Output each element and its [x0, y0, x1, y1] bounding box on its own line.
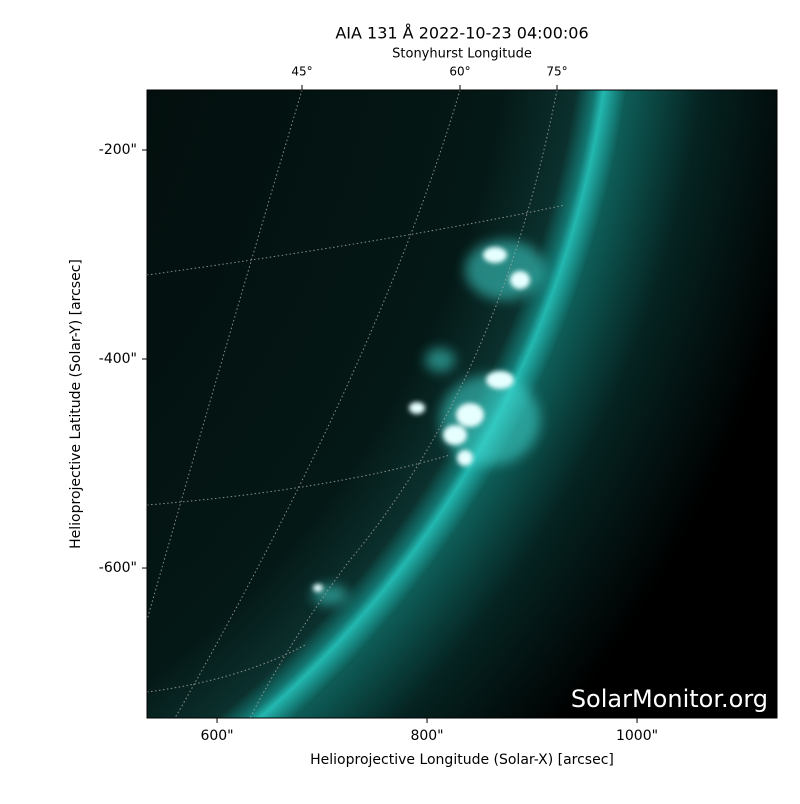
y-tick-label: -200": [99, 142, 137, 158]
plot-frame: [146, 89, 778, 719]
x-tick-label: 1000": [616, 728, 658, 744]
y-tick-label: -600": [99, 560, 137, 576]
x-tick-label: 600": [200, 728, 233, 744]
y-axis-label: Helioprojective Latitude (Solar-Y) [arcs…: [68, 259, 84, 549]
top-tick-label: 45°: [291, 65, 312, 79]
chart-title: AIA 131 Å 2022-10-23 04:00:06: [335, 24, 588, 43]
x-tick-label: 800": [410, 728, 443, 744]
y-tick-label: -400": [99, 351, 137, 367]
top-axis-label: Stonyhurst Longitude: [392, 47, 532, 62]
top-tick-label: 75°: [546, 65, 567, 79]
top-tick-label: 60°: [449, 65, 470, 79]
solar-image: [147, 90, 777, 718]
watermark: SolarMonitor.org: [571, 685, 768, 713]
x-axis-label: Helioprojective Longitude (Solar-X) [arc…: [310, 752, 614, 768]
